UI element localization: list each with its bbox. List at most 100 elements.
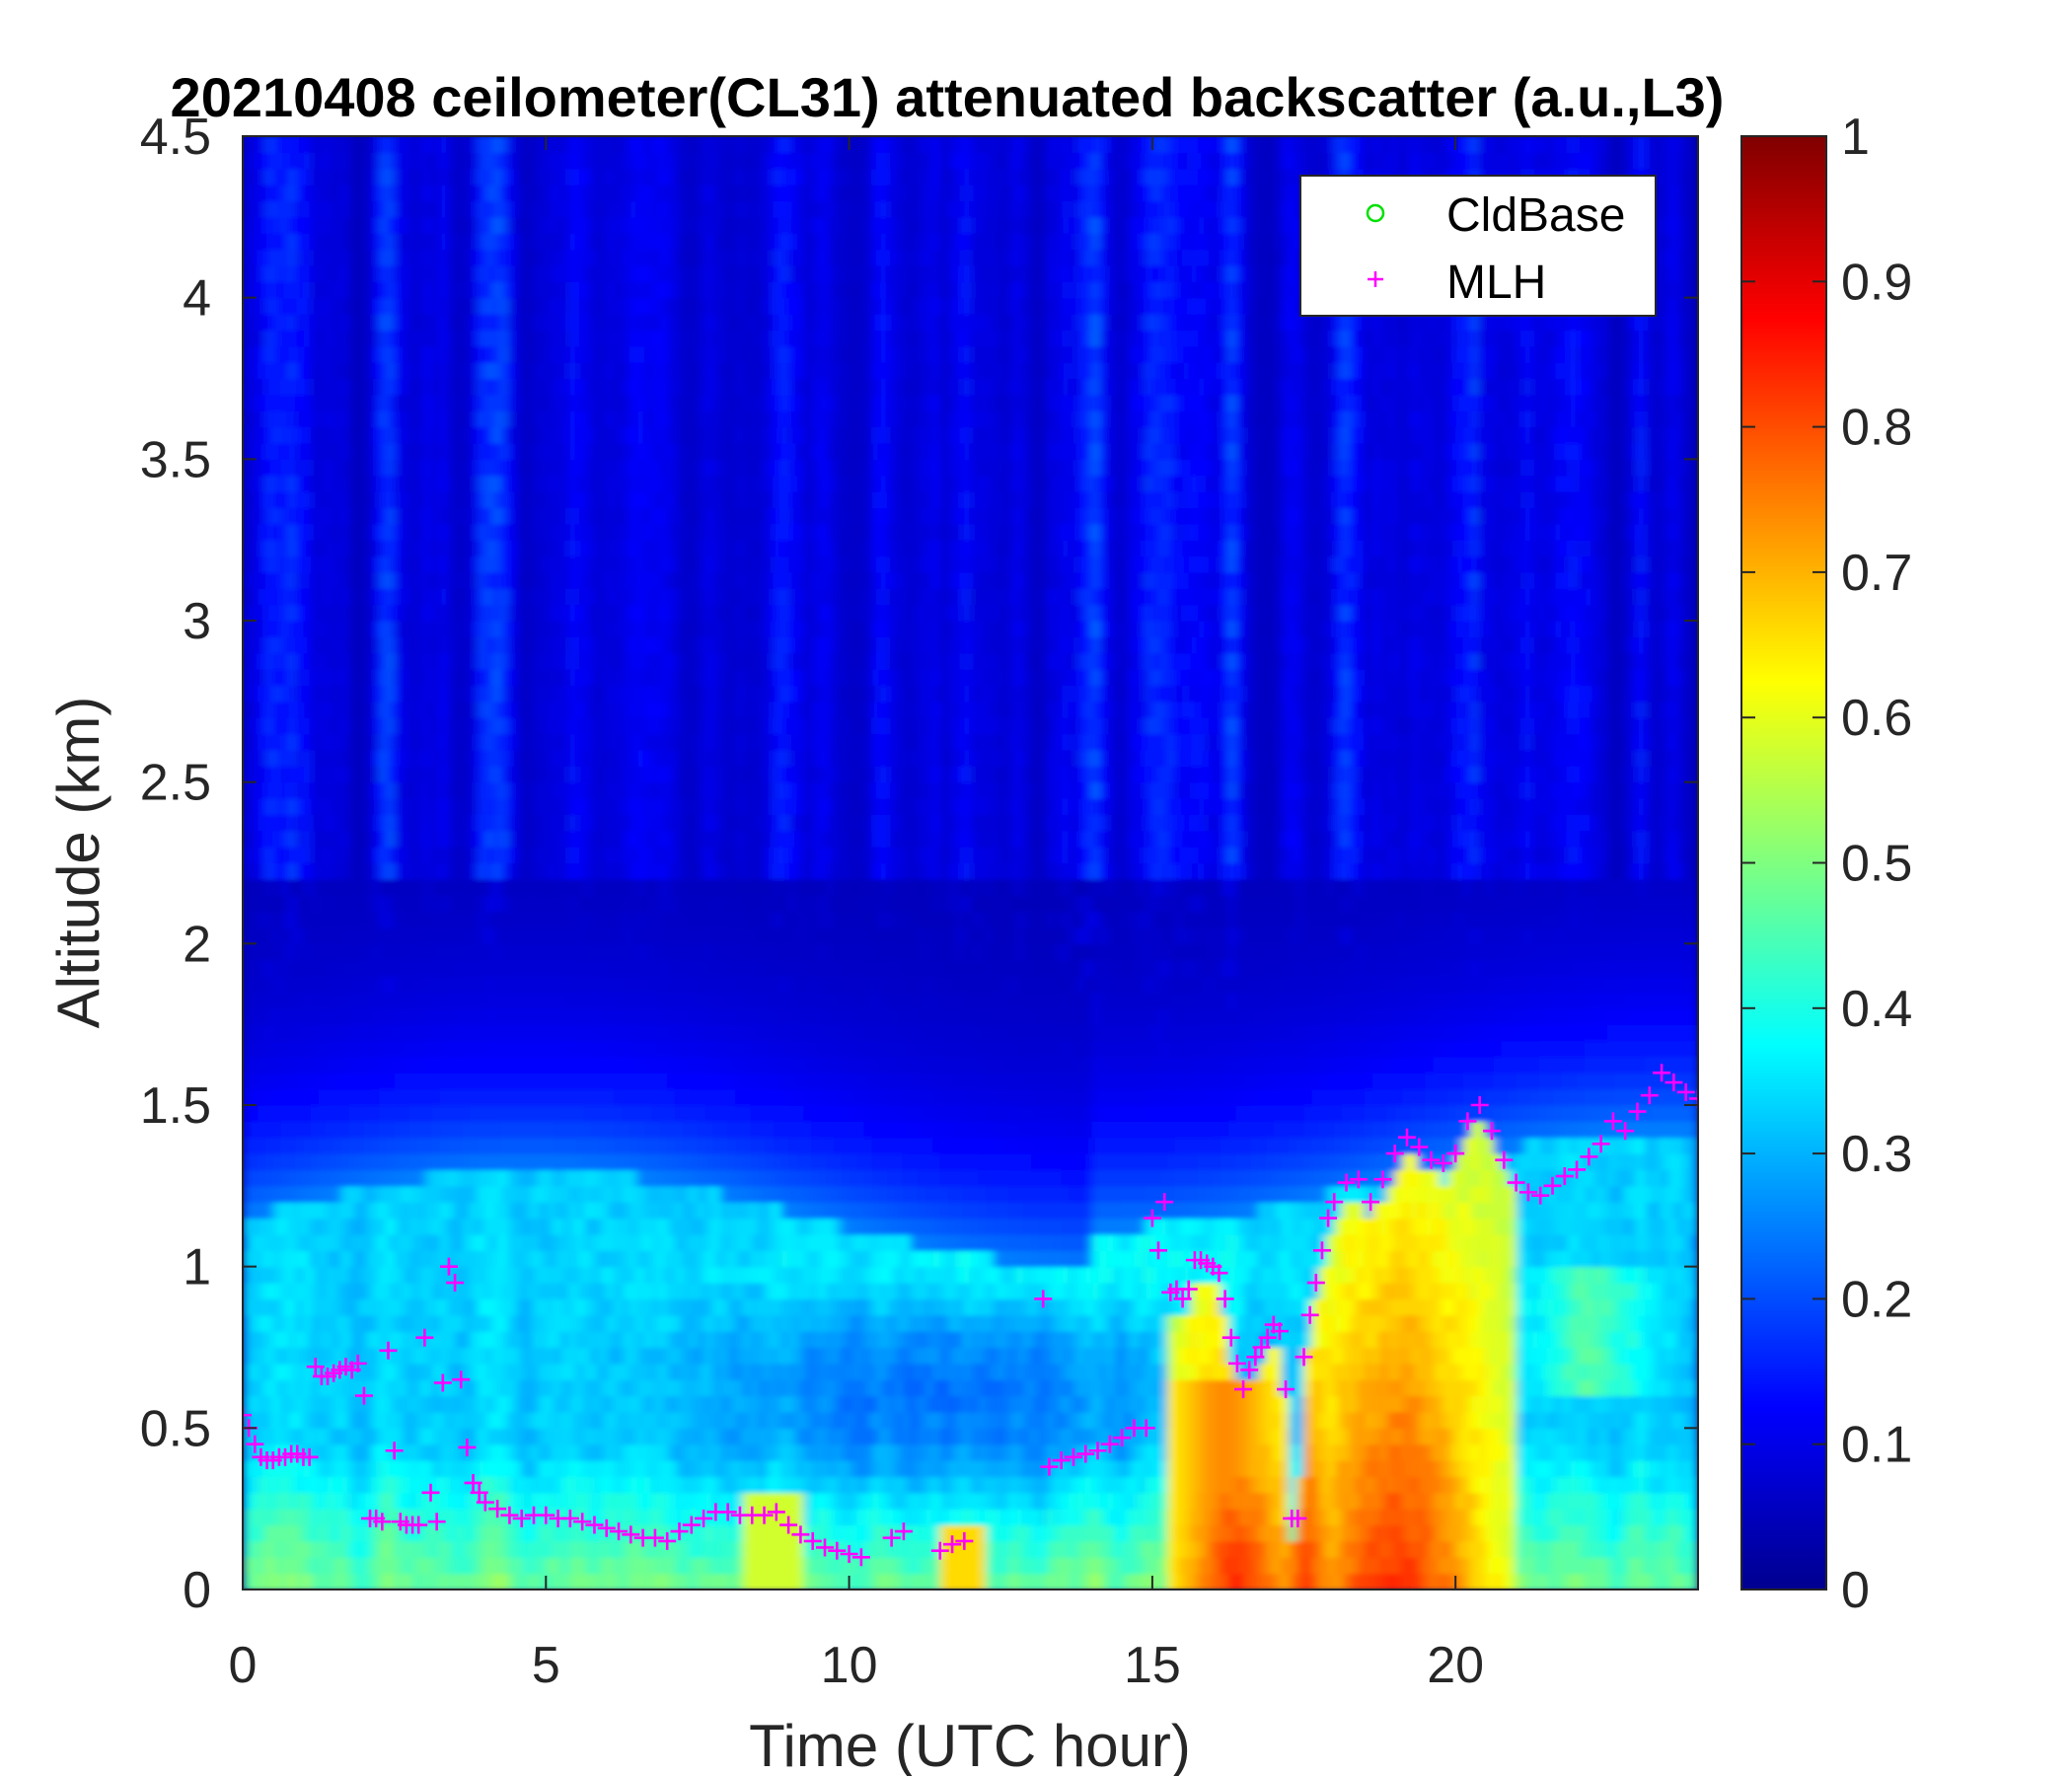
heatmap-cell [348, 1540, 357, 1558]
heatmap-cell [568, 1137, 577, 1154]
heatmap-cell [371, 1218, 380, 1235]
heatmap-cell [250, 1379, 259, 1397]
heatmap-cell [484, 976, 494, 994]
heatmap-cell [432, 1121, 441, 1139]
heatmap-cell [303, 830, 312, 848]
heatmap-cell [250, 1233, 259, 1251]
heatmap-cell [288, 426, 297, 444]
heatmap-cell [280, 1509, 289, 1526]
heatmap-cell [538, 701, 547, 718]
heatmap-cell [568, 604, 577, 622]
heatmap-cell [402, 1412, 410, 1429]
chart-title: 20210408 ceilometer(CL31) attenuated bac… [171, 66, 1725, 128]
heatmap-cell [272, 1040, 281, 1058]
heatmap-cell [311, 1088, 320, 1106]
heatmap-cell [659, 1185, 668, 1203]
heatmap-cell [546, 523, 555, 541]
heatmap-cell [311, 895, 320, 913]
heatmap-cell [622, 216, 630, 234]
heatmap-cell [568, 878, 577, 896]
heatmap-cell [280, 1137, 289, 1154]
heatmap-cell [599, 281, 608, 299]
heatmap-cell [576, 992, 585, 1009]
heatmap-cell [554, 604, 562, 622]
heatmap-cell [576, 200, 585, 218]
heatmap-cell [606, 588, 616, 606]
heatmap-cell [363, 766, 373, 783]
heatmap-cell [288, 1202, 297, 1220]
heatmap-cell [288, 1073, 297, 1090]
heatmap-cell [272, 459, 281, 477]
heatmap-cell [424, 394, 433, 411]
heatmap-cell [447, 943, 456, 961]
heatmap-cell [614, 1443, 623, 1461]
heatmap-cell [599, 1266, 608, 1284]
heatmap-cell [379, 281, 388, 299]
heatmap-cell [394, 1314, 403, 1332]
heatmap-cell [340, 378, 350, 396]
heatmap-cell [515, 1024, 524, 1042]
heatmap-cell [243, 701, 252, 718]
heatmap-cell [326, 621, 334, 637]
heatmap-cell [288, 314, 297, 331]
heatmap-cell [530, 1428, 540, 1445]
heatmap-cell [371, 781, 380, 799]
heatmap-cell [629, 701, 638, 718]
heatmap-cell [243, 507, 252, 525]
heatmap-cell [243, 1088, 252, 1106]
heatmap-cell [394, 749, 403, 767]
heatmap-cell [606, 1233, 616, 1251]
heatmap-cell [265, 233, 274, 251]
heatmap-cell [295, 1379, 305, 1397]
heatmap-cell [326, 1137, 334, 1154]
heatmap-cell [280, 1412, 289, 1429]
heatmap-cell [636, 1298, 645, 1316]
heatmap-cell [644, 491, 653, 509]
heatmap-cell [402, 1250, 410, 1268]
heatmap-cell [651, 733, 661, 751]
heatmap-cell [492, 249, 501, 266]
heatmap-cell [478, 297, 486, 315]
heatmap-cell [568, 636, 577, 654]
heatmap-cell [340, 345, 350, 363]
heatmap-cell [447, 410, 456, 428]
heatmap-cell [295, 1314, 305, 1332]
heatmap-cell [402, 136, 410, 153]
heatmap-cell [507, 1476, 517, 1494]
heatmap-cell [560, 1040, 569, 1058]
heatmap-cell [311, 830, 320, 848]
heatmap-cell [424, 1218, 433, 1235]
heatmap-cell [363, 1024, 373, 1042]
heatmap-cell [554, 1137, 562, 1154]
heatmap-cell [265, 1040, 274, 1058]
heatmap-cell [318, 345, 328, 363]
heatmap-cell [622, 652, 630, 670]
heatmap-cell [447, 976, 456, 994]
heatmap-cell [500, 281, 509, 299]
heatmap-cell [394, 281, 403, 299]
heatmap-cell [470, 701, 479, 718]
heatmap-cell [484, 766, 494, 783]
heatmap-cell [455, 781, 464, 799]
heatmap-cell [318, 314, 328, 331]
heatmap-cell [265, 491, 274, 509]
heatmap-cell [560, 1056, 569, 1073]
heatmap-cell [484, 1524, 494, 1542]
heatmap-cell [340, 1331, 350, 1349]
heatmap-cell [295, 621, 305, 637]
heatmap-cell [538, 588, 547, 606]
heatmap-cell [348, 136, 357, 153]
heatmap-cell [455, 830, 464, 848]
heatmap-cell [379, 717, 388, 735]
heatmap-cell [318, 264, 328, 282]
heatmap-cell [583, 685, 592, 703]
heatmap-cell [560, 685, 569, 703]
heatmap-cell [484, 264, 494, 282]
heatmap-cell [591, 491, 600, 509]
heatmap-cell [599, 766, 608, 783]
heatmap-cell [622, 1202, 630, 1220]
heatmap-cell [644, 959, 653, 977]
heatmap-cell [326, 878, 334, 896]
heatmap-cell [250, 571, 259, 589]
heatmap-cell [591, 1233, 600, 1251]
